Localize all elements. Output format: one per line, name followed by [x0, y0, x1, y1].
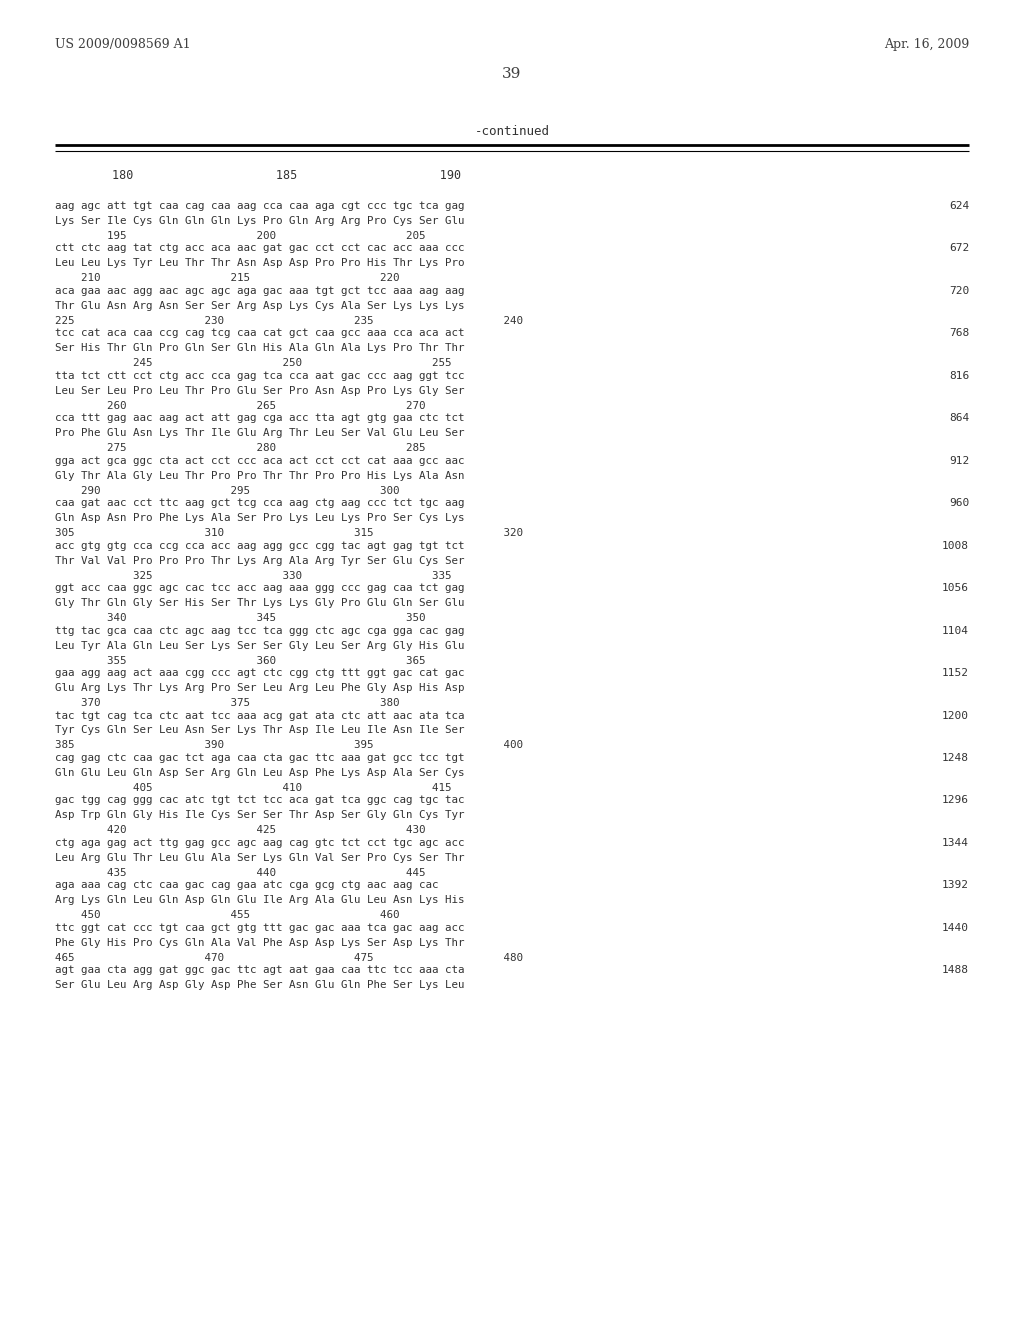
Text: aca gaa aac agg aac agc agc aga gac aaa tgt gct tcc aaa aag aag: aca gaa aac agg aac agc agc aga gac aaa … [55, 286, 465, 296]
Text: 260                    265                    270: 260 265 270 [55, 401, 426, 411]
Text: 290                    295                    300: 290 295 300 [55, 486, 399, 496]
Text: 1008: 1008 [942, 541, 969, 550]
Text: tta tct ctt cct ctg acc cca gag tca cca aat gac ccc aag ggt tcc: tta tct ctt cct ctg acc cca gag tca cca … [55, 371, 465, 381]
Text: 672: 672 [949, 243, 969, 253]
Text: Lys Ser Ile Cys Gln Gln Gln Lys Pro Gln Arg Arg Pro Cys Ser Glu: Lys Ser Ile Cys Gln Gln Gln Lys Pro Gln … [55, 216, 465, 226]
Text: gaa agg aag act aaa cgg ccc agt ctc cgg ctg ttt ggt gac cat gac: gaa agg aag act aaa cgg ccc agt ctc cgg … [55, 668, 465, 678]
Text: Leu Ser Leu Pro Leu Thr Pro Glu Ser Pro Asn Asp Pro Lys Gly Ser: Leu Ser Leu Pro Leu Thr Pro Glu Ser Pro … [55, 385, 465, 396]
Text: 1296: 1296 [942, 796, 969, 805]
Text: Leu Leu Lys Tyr Leu Thr Thr Asn Asp Asp Pro Pro His Thr Lys Pro: Leu Leu Lys Tyr Leu Thr Thr Asn Asp Asp … [55, 259, 465, 268]
Text: 768: 768 [949, 329, 969, 338]
Text: 435                    440                    445: 435 440 445 [55, 867, 426, 878]
Text: aag agc att tgt caa cag caa aag cca caa aga cgt ccc tgc tca gag: aag agc att tgt caa cag caa aag cca caa … [55, 201, 465, 211]
Text: 385                    390                    395                    400: 385 390 395 400 [55, 741, 523, 751]
Text: 275                    280                    285: 275 280 285 [55, 444, 426, 453]
Text: 305                    310                    315                    320: 305 310 315 320 [55, 528, 523, 539]
Text: Gln Glu Leu Gln Asp Ser Arg Gln Leu Asp Phe Lys Asp Ala Ser Cys: Gln Glu Leu Gln Asp Ser Arg Gln Leu Asp … [55, 768, 465, 777]
Text: 1152: 1152 [942, 668, 969, 678]
Text: 340                    345                    350: 340 345 350 [55, 612, 426, 623]
Text: caa gat aac cct ttc aag gct tcg cca aag ctg aag ccc tct tgc aag: caa gat aac cct ttc aag gct tcg cca aag … [55, 498, 465, 508]
Text: Gly Thr Ala Gly Leu Thr Pro Pro Thr Thr Pro Pro His Lys Ala Asn: Gly Thr Ala Gly Leu Thr Pro Pro Thr Thr … [55, 471, 465, 480]
Text: 405                    410                    415: 405 410 415 [55, 783, 452, 793]
Text: Leu Tyr Ala Gln Leu Ser Lys Ser Ser Gly Leu Ser Arg Gly His Glu: Leu Tyr Ala Gln Leu Ser Lys Ser Ser Gly … [55, 640, 465, 651]
Text: Arg Lys Gln Leu Gln Asp Gln Glu Ile Arg Ala Glu Leu Asn Lys His: Arg Lys Gln Leu Gln Asp Gln Glu Ile Arg … [55, 895, 465, 906]
Text: Ser Glu Leu Arg Asp Gly Asp Phe Ser Asn Glu Gln Phe Ser Lys Leu: Ser Glu Leu Arg Asp Gly Asp Phe Ser Asn … [55, 981, 465, 990]
Text: ctt ctc aag tat ctg acc aca aac gat gac cct cct cac acc aaa ccc: ctt ctc aag tat ctg acc aca aac gat gac … [55, 243, 465, 253]
Text: 1440: 1440 [942, 923, 969, 933]
Text: 420                    425                    430: 420 425 430 [55, 825, 426, 836]
Text: Leu Arg Glu Thr Leu Glu Ala Ser Lys Gln Val Ser Pro Cys Ser Thr: Leu Arg Glu Thr Leu Glu Ala Ser Lys Gln … [55, 853, 465, 863]
Text: 355                    360                    365: 355 360 365 [55, 656, 426, 665]
Text: 1056: 1056 [942, 583, 969, 593]
Text: 816: 816 [949, 371, 969, 381]
Text: tac tgt cag tca ctc aat tcc aaa acg gat ata ctc att aac ata tca: tac tgt cag tca ctc aat tcc aaa acg gat … [55, 710, 465, 721]
Text: cag gag ctc caa gac tct aga caa cta gac ttc aaa gat gcc tcc tgt: cag gag ctc caa gac tct aga caa cta gac … [55, 752, 465, 763]
Text: agt gaa cta agg gat ggc gac ttc agt aat gaa caa ttc tcc aaa cta: agt gaa cta agg gat ggc gac ttc agt aat … [55, 965, 465, 975]
Text: ttg tac gca caa ctc agc aag tcc tca ggg ctc agc cga gga cac gag: ttg tac gca caa ctc agc aag tcc tca ggg … [55, 626, 465, 636]
Text: Pro Phe Glu Asn Lys Thr Ile Glu Arg Thr Leu Ser Val Glu Leu Ser: Pro Phe Glu Asn Lys Thr Ile Glu Arg Thr … [55, 428, 465, 438]
Text: aga aaa cag ctc caa gac cag gaa atc cga gcg ctg aac aag cac: aga aaa cag ctc caa gac cag gaa atc cga … [55, 880, 438, 891]
Text: 225                    230                    235                    240: 225 230 235 240 [55, 315, 523, 326]
Text: Asp Trp Gln Gly His Ile Cys Ser Ser Thr Asp Ser Gly Gln Cys Tyr: Asp Trp Gln Gly His Ile Cys Ser Ser Thr … [55, 810, 465, 821]
Text: Gln Asp Asn Pro Phe Lys Ala Ser Pro Lys Leu Lys Pro Ser Cys Lys: Gln Asp Asn Pro Phe Lys Ala Ser Pro Lys … [55, 513, 465, 523]
Text: 864: 864 [949, 413, 969, 424]
Text: -continued: -continued [474, 125, 550, 139]
Text: 325                    330                    335: 325 330 335 [55, 570, 452, 581]
Text: Apr. 16, 2009: Apr. 16, 2009 [884, 38, 969, 51]
Text: acc gtg gtg cca ccg cca acc aag agg gcc cgg tac agt gag tgt tct: acc gtg gtg cca ccg cca acc aag agg gcc … [55, 541, 465, 550]
Text: Ser His Thr Gln Pro Gln Ser Gln His Ala Gln Ala Lys Pro Thr Thr: Ser His Thr Gln Pro Gln Ser Gln His Ala … [55, 343, 465, 354]
Text: 39: 39 [503, 67, 521, 81]
Text: gac tgg cag ggg cac atc tgt tct tcc aca gat tca ggc cag tgc tac: gac tgg cag ggg cac atc tgt tct tcc aca … [55, 796, 465, 805]
Text: 960: 960 [949, 498, 969, 508]
Text: 1344: 1344 [942, 838, 969, 847]
Text: Gly Thr Gln Gly Ser His Ser Thr Lys Lys Gly Pro Glu Gln Ser Glu: Gly Thr Gln Gly Ser His Ser Thr Lys Lys … [55, 598, 465, 609]
Text: 1488: 1488 [942, 965, 969, 975]
Text: 465                    470                    475                    480: 465 470 475 480 [55, 953, 523, 962]
Text: US 2009/0098569 A1: US 2009/0098569 A1 [55, 38, 190, 51]
Text: Phe Gly His Pro Cys Gln Ala Val Phe Asp Asp Lys Ser Asp Lys Thr: Phe Gly His Pro Cys Gln Ala Val Phe Asp … [55, 937, 465, 948]
Text: 624: 624 [949, 201, 969, 211]
Text: 210                    215                    220: 210 215 220 [55, 273, 399, 284]
Text: 370                    375                    380: 370 375 380 [55, 698, 399, 708]
Text: 450                    455                    460: 450 455 460 [55, 911, 399, 920]
Text: 1248: 1248 [942, 752, 969, 763]
Text: ttc ggt cat ccc tgt caa gct gtg ttt gac gac aaa tca gac aag acc: ttc ggt cat ccc tgt caa gct gtg ttt gac … [55, 923, 465, 933]
Text: 720: 720 [949, 286, 969, 296]
Text: Tyr Cys Gln Ser Leu Asn Ser Lys Thr Asp Ile Leu Ile Asn Ile Ser: Tyr Cys Gln Ser Leu Asn Ser Lys Thr Asp … [55, 726, 465, 735]
Text: cca ttt gag aac aag act att gag cga acc tta agt gtg gaa ctc tct: cca ttt gag aac aag act att gag cga acc … [55, 413, 465, 424]
Text: 180                    185                    190: 180 185 190 [55, 169, 461, 182]
Text: 1200: 1200 [942, 710, 969, 721]
Text: gga act gca ggc cta act cct ccc aca act cct cct cat aaa gcc aac: gga act gca ggc cta act cct ccc aca act … [55, 455, 465, 466]
Text: tcc cat aca caa ccg cag tcg caa cat gct caa gcc aaa cca aca act: tcc cat aca caa ccg cag tcg caa cat gct … [55, 329, 465, 338]
Text: 912: 912 [949, 455, 969, 466]
Text: 1392: 1392 [942, 880, 969, 891]
Text: ggt acc caa ggc agc cac tcc acc aag aaa ggg ccc gag caa tct gag: ggt acc caa ggc agc cac tcc acc aag aaa … [55, 583, 465, 593]
Text: 195                    200                    205: 195 200 205 [55, 231, 426, 242]
Text: 245                    250                    255: 245 250 255 [55, 358, 452, 368]
Text: ctg aga gag act ttg gag gcc agc aag cag gtc tct cct tgc agc acc: ctg aga gag act ttg gag gcc agc aag cag … [55, 838, 465, 847]
Text: 1104: 1104 [942, 626, 969, 636]
Text: Thr Glu Asn Arg Asn Ser Ser Arg Asp Lys Cys Ala Ser Lys Lys Lys: Thr Glu Asn Arg Asn Ser Ser Arg Asp Lys … [55, 301, 465, 312]
Text: Thr Val Val Pro Pro Pro Thr Lys Arg Ala Arg Tyr Ser Glu Cys Ser: Thr Val Val Pro Pro Pro Thr Lys Arg Ala … [55, 556, 465, 566]
Text: Glu Arg Lys Thr Lys Arg Pro Ser Leu Arg Leu Phe Gly Asp His Asp: Glu Arg Lys Thr Lys Arg Pro Ser Leu Arg … [55, 682, 465, 693]
